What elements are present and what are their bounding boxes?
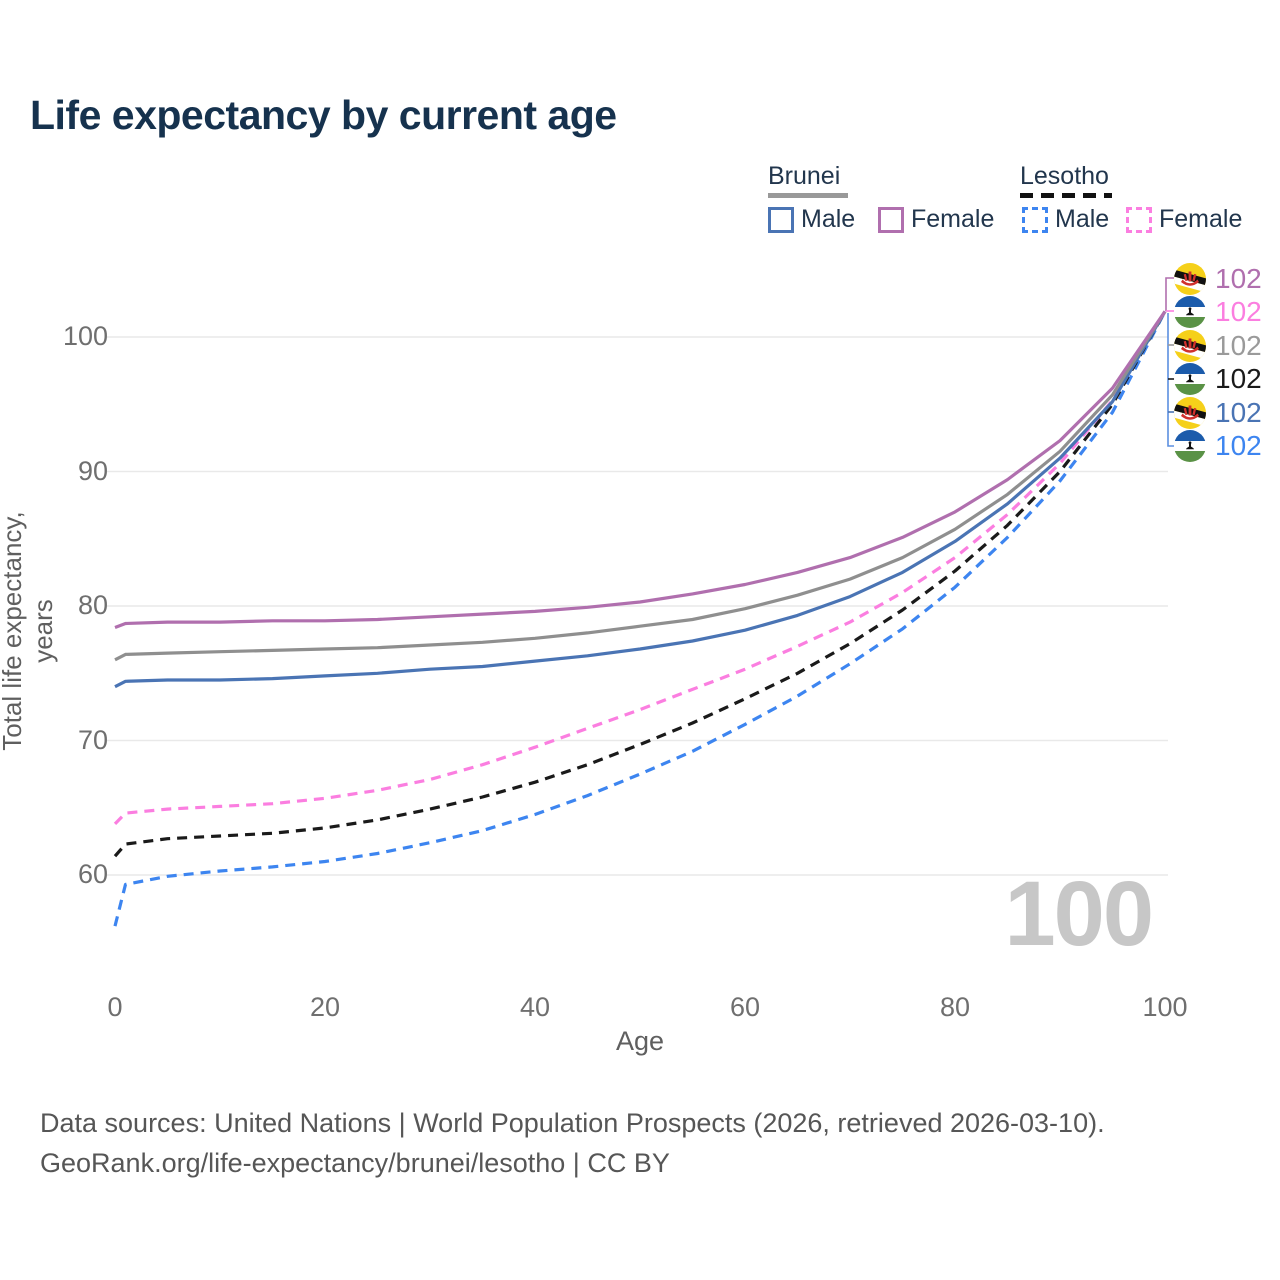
brunei-flag-icon [1174, 397, 1206, 429]
chart-title: Life expectancy by current age [30, 92, 617, 138]
lesotho-flag-icon [1174, 296, 1206, 328]
y-tick-label: 60 [77, 859, 108, 889]
series-line-brunei-male[interactable] [114, 310, 1167, 689]
age-counter-watermark: 100 [1004, 863, 1154, 965]
end-label-lesotho-male[interactable]: 102 [1174, 430, 1262, 462]
x-tick-label: 0 [107, 992, 123, 1022]
x-axis-title: Age [615, 1026, 665, 1056]
brunei-flag-icon [1174, 263, 1206, 295]
end-label-lesotho-female[interactable]: 102 [1174, 296, 1262, 328]
series-line-lesotho-female[interactable] [113, 310, 1167, 826]
legend-country-lesotho[interactable]: Lesotho [1020, 162, 1109, 190]
legend-label: Male [1055, 205, 1110, 233]
series-line-lesotho-male[interactable] [113, 310, 1167, 927]
legend-item-brunei-female[interactable]: Female [878, 205, 994, 234]
end-value: 102 [1215, 363, 1262, 394]
brunei-female-swatch-icon [878, 206, 904, 233]
brunei-male-swatch-icon [768, 206, 794, 233]
brunei-flag-icon [1174, 330, 1206, 362]
end-label-brunei-female[interactable]: 102 [1174, 263, 1262, 295]
y-tick-label: 80 [77, 590, 108, 620]
y-tick-label: 70 [77, 724, 108, 755]
x-tick-label: 80 [939, 992, 971, 1022]
lesotho-flag-icon [1174, 363, 1206, 395]
legend-country-brunei[interactable]: Brunei [768, 162, 841, 190]
end-value: 102 [1215, 430, 1262, 461]
y-tick-label: 90 [77, 455, 108, 486]
legend-label: Female [911, 205, 995, 233]
legend-item-lesotho-female[interactable]: Female [1126, 205, 1242, 234]
leader-line [1167, 313, 1174, 447]
x-tick-label: 100 [1142, 992, 1188, 1022]
legend-item-lesotho-male[interactable]: Male [1022, 205, 1109, 234]
end-value: 102 [1215, 296, 1262, 327]
end-label-brunei-male[interactable]: 102 [1174, 397, 1262, 429]
end-label-lesotho-total[interactable]: 102 [1174, 363, 1262, 395]
y-tick-label: 100 [62, 321, 108, 351]
brunei-line-style-swatch [768, 193, 848, 198]
series-line-brunei-total[interactable] [114, 310, 1167, 662]
end-label-brunei-total[interactable]: 102 [1174, 330, 1262, 362]
x-tick-label: 40 [519, 992, 551, 1022]
x-tick-label: 60 [729, 992, 761, 1022]
lesotho-female-swatch-icon [1126, 206, 1152, 233]
attribution-note: GeoRank.org/life-expectancy/brunei/lesot… [40, 1148, 670, 1178]
end-value: 102 [1215, 330, 1262, 361]
legend-label: Male [801, 205, 856, 233]
end-value: 102 [1215, 263, 1262, 294]
x-tick-label: 20 [309, 992, 341, 1022]
lesotho-flag-icon [1174, 430, 1206, 462]
lesotho-male-swatch-icon [1022, 206, 1048, 233]
data-source-note: Data sources: United Nations | World Pop… [40, 1108, 1105, 1138]
lesotho-line-style-swatch [1020, 193, 1112, 198]
end-value: 102 [1215, 397, 1262, 428]
series-line-lesotho-total[interactable] [113, 310, 1167, 858]
series-line-brunei-female[interactable] [114, 310, 1167, 629]
leader-line [1165, 277, 1174, 311]
legend-item-brunei-male[interactable]: Male [768, 205, 855, 234]
legend-label: Female [1159, 205, 1243, 233]
